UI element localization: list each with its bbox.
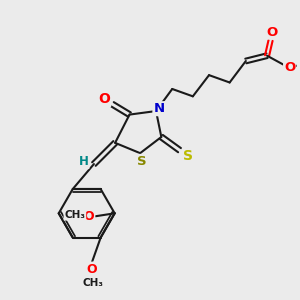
Text: O: O	[284, 61, 295, 74]
Text: O: O	[266, 26, 278, 39]
Text: O: O	[84, 210, 94, 223]
Text: H: H	[79, 155, 88, 168]
Text: N: N	[153, 102, 164, 115]
Text: CH₃: CH₃	[64, 210, 86, 220]
Text: CH₃: CH₃	[83, 278, 104, 288]
Text: S: S	[137, 155, 147, 168]
Text: O: O	[86, 262, 97, 275]
Text: S: S	[183, 148, 193, 163]
Text: O: O	[98, 92, 110, 106]
